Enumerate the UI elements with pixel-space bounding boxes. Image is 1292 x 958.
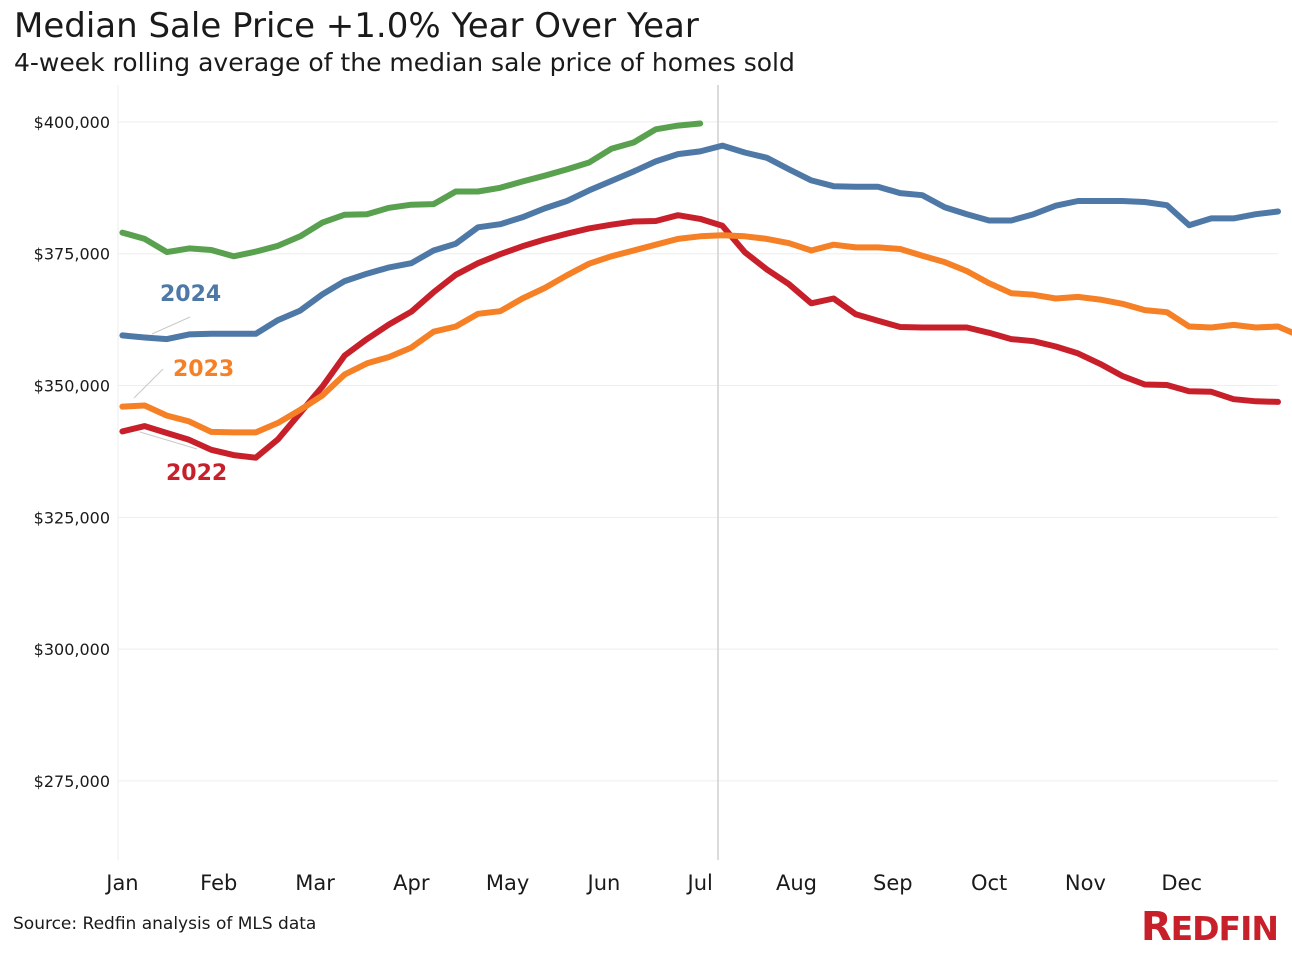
source-note: Source: Redfin analysis of MLS data <box>13 914 317 934</box>
series-line-2024 <box>119 142 1281 343</box>
series-line-2023 <box>119 232 1292 436</box>
y-tick-label: $325,000 <box>34 508 110 527</box>
y-tick-label: $400,000 <box>34 113 110 132</box>
x-tick-label: Aug <box>776 871 817 895</box>
y-tick-label: $350,000 <box>34 377 110 396</box>
x-axis-ticks: Jan Feb Mar Apr May Jun Jul Aug Sep Oct Nov Dec <box>104 871 1202 895</box>
series-label-2024: 2024 <box>160 282 221 307</box>
leader-line-2024 <box>151 316 191 335</box>
series-line-2022 <box>119 212 1281 461</box>
y-tick-label: $375,000 <box>34 245 110 264</box>
series-line-2025 <box>119 120 704 260</box>
x-tick-label: Sep <box>873 871 913 895</box>
x-tick-label: Jun <box>586 871 621 895</box>
x-tick-label: Mar <box>295 871 335 895</box>
series-lines <box>119 120 1292 461</box>
x-tick-label: Jul <box>686 871 713 895</box>
leader-line-2022 <box>139 431 198 450</box>
label-leader-lines <box>133 316 198 450</box>
x-tick-label: Oct <box>971 871 1007 895</box>
x-tick-label: Dec <box>1161 871 1202 895</box>
chart-title: Median Sale Price +1.0% Year Over Year <box>14 6 699 46</box>
series-label-2023: 2023 <box>173 357 234 382</box>
series-label-2022: 2022 <box>166 461 227 486</box>
x-tick-label: Apr <box>393 871 430 895</box>
leader-line-2023 <box>133 368 164 399</box>
x-tick-label: Nov <box>1065 871 1106 895</box>
chart-subtitle: 4-week rolling average of the median sal… <box>14 48 795 77</box>
x-tick-label: Jan <box>104 871 138 895</box>
x-tick-label: Feb <box>200 871 237 895</box>
y-axis-ticks: $275,000 $300,000 $325,000 $350,000 $375,000… <box>34 113 110 791</box>
redfin-logo: REDFIN <box>1140 904 1279 950</box>
gridlines <box>117 85 1278 860</box>
x-tick-label: May <box>486 871 529 895</box>
y-tick-label: $275,000 <box>34 772 110 791</box>
series-direct-labels: 2024 2023 2022 <box>160 282 234 486</box>
y-tick-label: $300,000 <box>34 640 110 659</box>
